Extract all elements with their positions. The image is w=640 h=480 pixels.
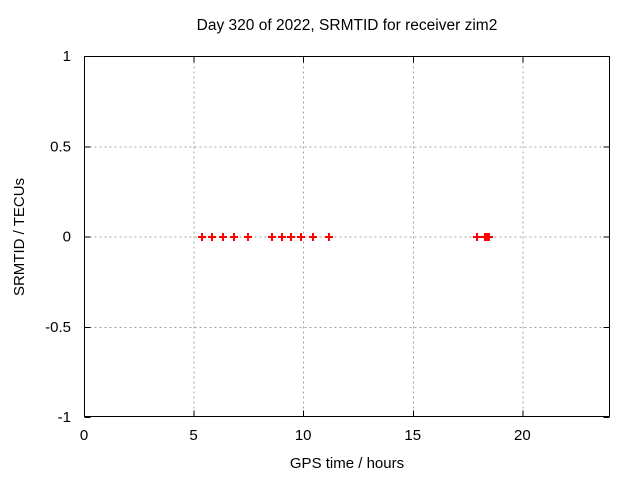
y-tick-label: -0.5 <box>45 319 71 336</box>
x-tick-label: 5 <box>189 427 197 444</box>
data-point-plus <box>325 233 333 241</box>
data-point-plus <box>473 233 481 241</box>
data-point-plus <box>297 233 305 241</box>
chart-title: Day 320 of 2022, SRMTID for receiver zim… <box>196 17 498 34</box>
data-point-plus <box>268 233 276 241</box>
data-point-plus <box>219 233 227 241</box>
x-tick-label: 10 <box>295 427 312 444</box>
x-tick-label: 0 <box>80 427 88 444</box>
y-tick-label: -1 <box>58 409 71 426</box>
y-tick-label: 0.5 <box>50 138 71 155</box>
data-point-plus <box>208 233 216 241</box>
x-axis-label: GPS time / hours <box>289 455 405 472</box>
data-point-plus <box>198 233 206 241</box>
data-point-plus <box>287 233 295 241</box>
x-tick-label: 15 <box>404 427 421 444</box>
y-tick-label: 0 <box>63 229 71 246</box>
x-tick-label: 20 <box>514 427 531 444</box>
data-point-plus <box>244 233 252 241</box>
data-point-plus <box>485 233 493 241</box>
data-point-plus <box>278 233 286 241</box>
y-tick-label: 1 <box>63 48 71 65</box>
data-point-plus <box>309 233 317 241</box>
plot-border <box>84 56 610 417</box>
data-point-plus <box>230 233 238 241</box>
